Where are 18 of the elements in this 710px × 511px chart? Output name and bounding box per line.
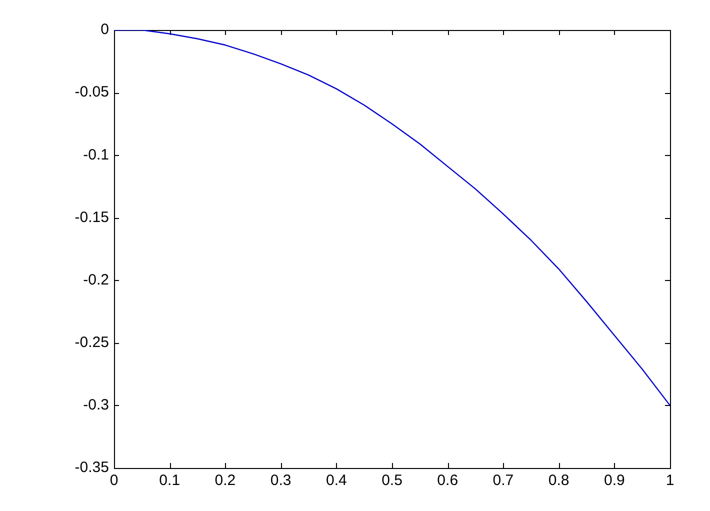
- y-tick-label: -0.35: [74, 459, 109, 476]
- x-tick-label: 0.1: [159, 472, 180, 490]
- x-tick-label: 0.7: [492, 472, 514, 490]
- y-tick-label: -0.15: [74, 208, 109, 226]
- y-tick-label: -0.2: [83, 271, 109, 288]
- x-tick-label: 0.3: [270, 472, 292, 490]
- x-tick-label: 1: [666, 472, 674, 490]
- y-tick-label: -0.25: [74, 334, 109, 351]
- y-tick-label: -0.3: [83, 396, 109, 414]
- x-tick-label: 0.9: [604, 472, 625, 490]
- y-tick-label: 0: [100, 21, 109, 38]
- y-tick-label: -0.1: [83, 146, 109, 164]
- x-tick-label: 0.8: [548, 472, 570, 490]
- x-tick-label: 0.5: [382, 472, 402, 490]
- y-tick-label: -0.05: [74, 84, 109, 101]
- x-tick-label: 0.6: [437, 472, 458, 490]
- x-tick-label: 0.2: [214, 472, 236, 490]
- x-tick-label: 0.4: [326, 472, 347, 490]
